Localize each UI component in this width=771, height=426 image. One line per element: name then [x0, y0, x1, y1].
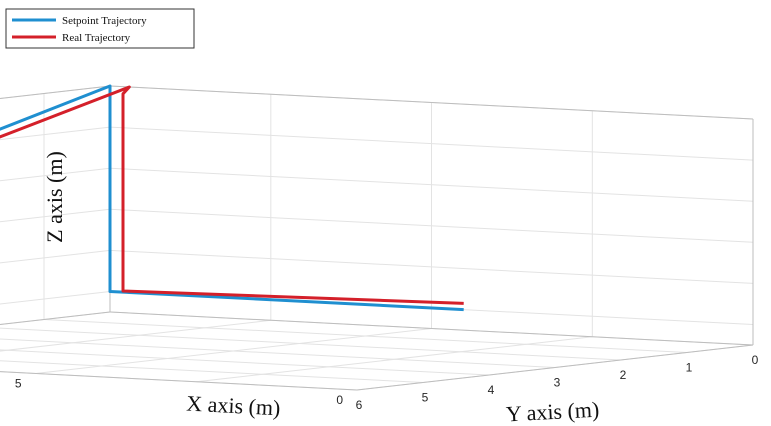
y-tick-label: 3 — [554, 376, 561, 390]
grid-lines — [0, 85, 754, 391]
axes-box-edge — [0, 371, 358, 391]
legend-box — [5, 8, 195, 49]
setpoint-trajectory-line — [0, 84, 464, 312]
y-axis-label: Y axis (m) — [505, 397, 599, 426]
grid-line — [0, 360, 424, 383]
legend-setpoint-label: Setpoint Trajectory — [62, 15, 147, 27]
y-tick-label: 1 — [686, 361, 693, 375]
tick-labels: 01234505106543210 — [15, 353, 759, 412]
grid-line — [0, 208, 111, 223]
grid-line — [0, 167, 111, 182]
x-tick-label: 0 — [336, 393, 343, 407]
grid-line — [0, 338, 556, 368]
axes-box-edge — [109, 85, 754, 120]
x-tick-label: 5 — [15, 377, 22, 391]
grid-line — [0, 349, 490, 376]
legend-real-label: Real Trajectory — [62, 32, 131, 44]
axes-box-edge — [356, 344, 754, 391]
y-tick-label: 4 — [488, 383, 495, 397]
z-axis-label: Z axis (m) — [42, 151, 67, 243]
grid-line — [0, 371, 358, 391]
grid-line — [109, 208, 754, 243]
y-tick-label: 6 — [356, 398, 363, 412]
grid-line — [109, 249, 754, 284]
x-axis-label: X axis (m) — [186, 391, 281, 421]
grid-line — [109, 167, 754, 202]
y-tick-label: 2 — [620, 368, 627, 382]
grid-line — [0, 327, 622, 361]
grid-line — [0, 291, 111, 305]
grid-line — [109, 126, 754, 161]
grid-line — [43, 319, 688, 353]
y-tick-label: 0 — [752, 353, 759, 367]
grid-line — [0, 249, 111, 264]
legend: Setpoint Trajectory Real Trajectory — [5, 8, 195, 49]
series-lines — [0, 84, 464, 312]
grid-line — [0, 126, 111, 141]
axes-box-edge — [0, 311, 111, 326]
real-trajectory-line — [0, 85, 464, 305]
y-tick-label: 5 — [422, 391, 429, 405]
axes-box-edge — [109, 311, 754, 346]
axes-box-edge — [0, 85, 111, 100]
grid-line — [0, 319, 271, 352]
